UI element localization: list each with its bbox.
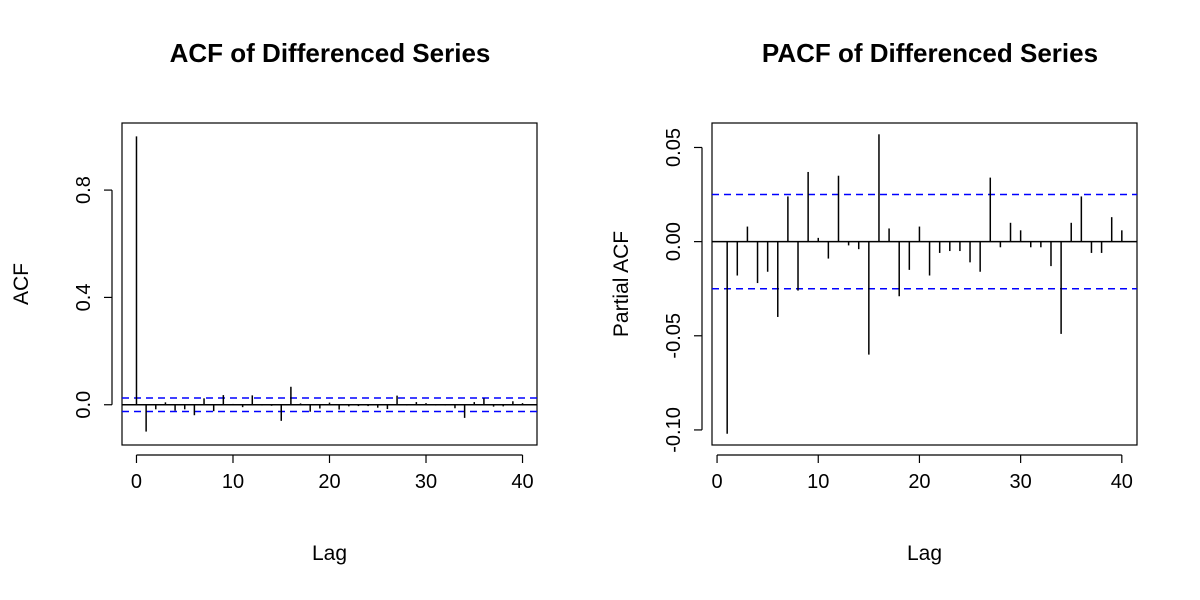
pacf-x-tick-label: 0 (711, 471, 722, 493)
pacf-y-tick-label: -0.05 (663, 313, 685, 359)
acf-x-tick-label: 20 (318, 471, 340, 493)
pacf-x-axis-label: Lag (907, 542, 942, 565)
pacf-y-axis: -0.10 -0.05 0.00 0.05 Partial ACF (610, 128, 703, 453)
acf-x-tick-label: 0 (131, 471, 142, 493)
pacf-plot-frame (711, 122, 1138, 446)
pacf-y-tick-label: 0.00 (663, 222, 685, 261)
acf-x-axis-label: Lag (312, 542, 347, 565)
acf-y-tick-label: 0.0 (73, 391, 95, 419)
acf-x-tick-label: 10 (222, 471, 244, 493)
pacf-x-tick-label: 30 (1010, 471, 1032, 493)
acf-title: ACF of Differenced Series (170, 38, 491, 68)
acf-y-tick-label: 0.8 (73, 176, 95, 204)
acf-x-axis: 0 10 20 30 40 Lag (131, 454, 534, 565)
pacf-x-tick-label: 20 (908, 471, 930, 493)
acf-y-tick-label: 0.4 (73, 284, 95, 312)
acf-panel: ACF of Differenced Series 0 10 20 30 40 Lag 0.0… (10, 38, 538, 565)
acf-y-axis: 0.0 0.4 0.8 ACF (10, 176, 113, 419)
pacf-y-tick-label: 0.05 (663, 128, 685, 167)
pacf-x-tick-label: 10 (807, 471, 829, 493)
acf-y-axis-label: ACF (10, 263, 33, 305)
acf-x-tick-label: 40 (511, 471, 533, 493)
pacf-title: PACF of Differenced Series (762, 38, 1098, 68)
pacf-y-tick-label: -0.10 (663, 407, 685, 453)
pacf-x-tick-label: 40 (1111, 471, 1133, 493)
acf-x-tick-label: 30 (415, 471, 437, 493)
pacf-y-axis-label: Partial ACF (610, 231, 633, 337)
pacf-x-axis: 0 10 20 30 40 Lag (711, 454, 1133, 565)
pacf-panel: PACF of Differenced Series 0 10 20 30 40 Lag -0… (610, 38, 1138, 565)
acf-plot-frame (121, 122, 538, 446)
